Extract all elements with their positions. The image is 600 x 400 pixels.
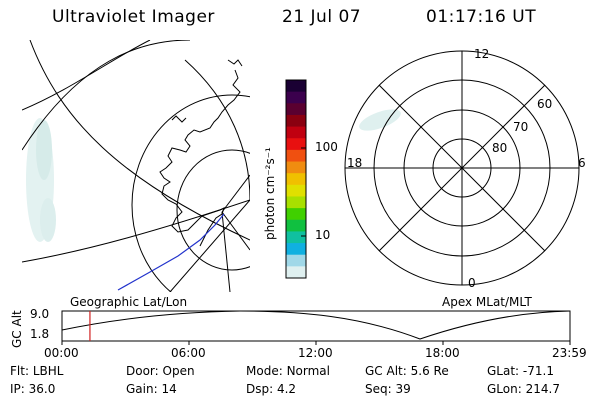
status-ip: IP: 36.0 (10, 382, 56, 396)
colorbar-unit-label: photon cm⁻²s⁻¹ (263, 147, 277, 240)
altitude-ytick-high: 9.0 (30, 307, 50, 321)
status-gain: Gain: 14 (126, 382, 177, 396)
status-mode: Mode: Normal (246, 364, 330, 378)
colorbar-segment (286, 184, 306, 197)
status-glat: GLat: -71.1 (487, 364, 554, 378)
status-dsp: Dsp: 4.2 (246, 382, 297, 396)
altitude-xtick: 00:00 (44, 346, 79, 360)
altitude-xtick: 06:00 (171, 346, 206, 360)
altitude-curve (61, 310, 571, 340)
mlt-label-6: 6 (578, 156, 586, 170)
colorbar-segment (286, 138, 306, 151)
mlat-label-70: 70 (513, 120, 529, 134)
colorbar-segment (286, 161, 306, 174)
colorbar-segment (286, 196, 306, 209)
altitude-xtick: 23:59 (552, 346, 587, 360)
colorbar-segment (286, 103, 306, 116)
colorbar-segment (286, 173, 306, 186)
orbit-track (117, 213, 225, 291)
status-gc-alt: GC Alt: 5.6 Re (365, 364, 449, 378)
colorbar-border (285, 79, 307, 279)
colorbar-segment (286, 231, 306, 244)
colorbar-segment (286, 243, 306, 256)
altitude-xtick: 18:00 (425, 346, 460, 360)
colorbar-segment (286, 91, 306, 104)
altitude-ytick-low: 1.8 (30, 327, 50, 341)
aurora-emission-right (359, 109, 401, 131)
date-label: 21 Jul 07 (282, 7, 362, 27)
colorbar-tick-10: 10 (315, 228, 331, 242)
status-seq: Seq: 39 (365, 382, 411, 396)
status-flt: Flt: LBHL (10, 364, 64, 378)
status-door: Door: Open (126, 364, 195, 378)
polar-map (344, 50, 580, 286)
altitude-plot (61, 310, 571, 345)
altitude-ylabel: GC Alt (10, 310, 24, 348)
mlat-label-60: 60 (537, 97, 553, 111)
altitude-xtick: 12:00 (298, 346, 333, 360)
status-glon: GLon: 214.7 (487, 382, 560, 396)
colorbar-segment (286, 266, 306, 279)
aurora-emission-left (26, 118, 56, 242)
polar-map-label: Apex MLat/MLT (442, 295, 532, 309)
colorbar-segment (286, 254, 306, 267)
colorbar-segment (286, 219, 306, 232)
mlat-label-80: 80 (492, 141, 508, 155)
time-label: 01:17:16 UT (426, 7, 537, 27)
coastline (159, 69, 241, 247)
geographic-map (22, 40, 250, 292)
colorbar-segment (286, 208, 306, 221)
colorbar-tick-100: 100 (315, 140, 338, 154)
instrument-title: Ultraviolet Imager (52, 7, 215, 27)
mlt-label-18: 18 (347, 156, 363, 170)
mlt-label-12: 12 (474, 47, 490, 61)
mlt-label-0: 0 (468, 276, 476, 290)
geographic-map-label: Geographic Lat/Lon (70, 295, 188, 309)
colorbar-segment (286, 80, 306, 93)
colorbar (285, 79, 307, 279)
colorbar-segment (286, 114, 306, 128)
colorbar-segment (286, 149, 306, 163)
colorbar-segment (286, 126, 306, 139)
